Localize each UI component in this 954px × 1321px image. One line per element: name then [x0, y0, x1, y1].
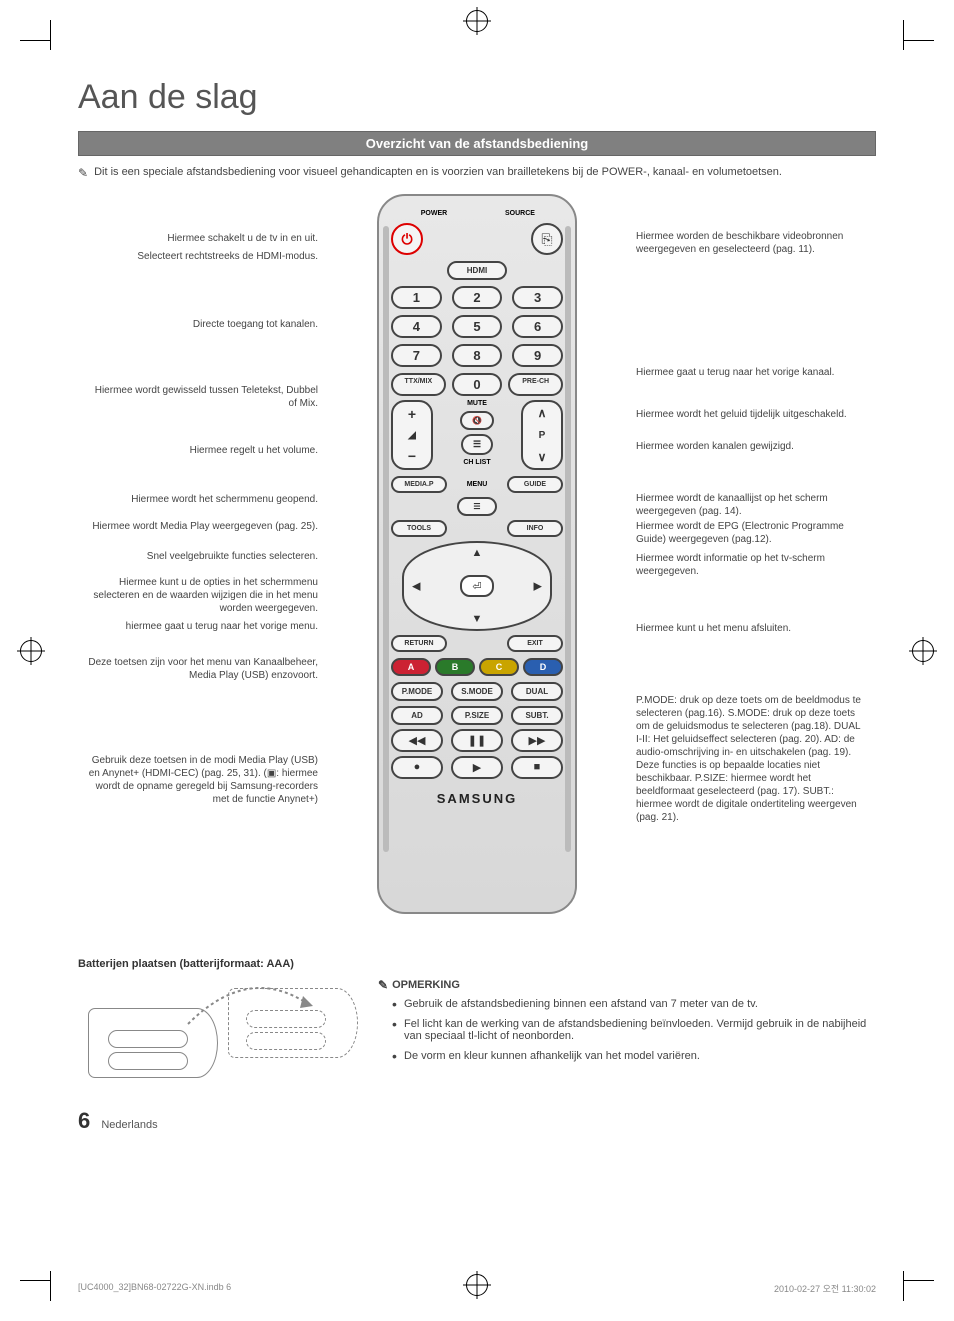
desc-funcs: P.MODE: druk op deze toets om de beeldmo… [636, 694, 866, 824]
notes-heading: OPMERKING [392, 979, 460, 991]
registration-mark [466, 10, 488, 32]
number-pad: 1 2 3 4 5 6 7 8 9 [391, 286, 563, 367]
desc-prech: Hiermee gaat u terug naar het vorige kan… [636, 366, 866, 379]
menu-label: MENU [453, 481, 501, 488]
print-date: 2010-02-27 오전 11:30:02 [774, 1282, 876, 1295]
enter-button[interactable]: ⏎ [460, 575, 494, 597]
num-6[interactable]: 6 [512, 315, 563, 338]
list-button[interactable]: ☰ [461, 434, 493, 455]
intro-text: Dit is een speciale afstandsbediening vo… [94, 166, 782, 180]
desc-power: Hiermee schakelt u de tv in en uit. [88, 232, 318, 245]
color-buttons: A B C D [391, 658, 563, 676]
pmode-button[interactable]: P.MODE [391, 682, 443, 701]
dual-button[interactable]: DUAL [511, 682, 563, 701]
desc-chlist: Hiermee wordt de kanaallijst op het sche… [636, 492, 866, 518]
dpad[interactable]: ▲▼ ◀▶ ⏎ [402, 541, 552, 631]
arrow-icon [178, 974, 318, 1034]
menu-button[interactable]: ☰ [457, 497, 496, 516]
right-descriptions: Hiermee worden de beschikbare videobronn… [636, 194, 876, 934]
desc-hdmi: Selecteert rechtstreeks de HDMI-modus. [88, 250, 318, 263]
registration-mark [20, 640, 42, 662]
desc-colors: Deze toetsen zijn voor het menu van Kana… [88, 656, 318, 682]
desc-source: Hiermee worden de beschikbare videobronn… [636, 230, 866, 256]
num-3[interactable]: 3 [512, 286, 563, 309]
desc-ttx: Hiermee wordt gewisseld tussen Teletekst… [88, 384, 318, 410]
num-1[interactable]: 1 [391, 286, 442, 309]
remote-control: POWER SOURCE ⏻ ⎘ HDMI 1 2 3 4 5 6 7 8 [377, 194, 577, 914]
brand-label: SAMSUNG [391, 791, 563, 806]
chlist-label: CH LIST [463, 459, 490, 466]
desc-menu: Hiermee wordt het schermmenu geopend. [88, 493, 318, 506]
desc-tools: Snel veelgebruikte functies selecteren. [88, 550, 318, 563]
mute-button[interactable]: 🔇 [460, 411, 494, 430]
desc-guide: Hiermee wordt de EPG (Electronic Program… [636, 520, 866, 546]
num-4[interactable]: 4 [391, 315, 442, 338]
page-title: Aan de slag [78, 78, 876, 117]
print-footer: [UC4000_32]BN68-02722G-XN.indb 6 2010-02… [78, 1282, 876, 1295]
desc-mediap: Hiermee wordt Media Play weergegeven (pa… [88, 520, 318, 533]
desc-dpad: Hiermee kunt u de opties in het schermme… [88, 576, 318, 615]
return-button[interactable]: RETURN [391, 635, 447, 652]
registration-mark [912, 640, 934, 662]
language-label: Nederlands [101, 1119, 157, 1131]
notes-block: OPMERKING Gebruik de afstandsbediening b… [378, 978, 876, 1070]
guide-button[interactable]: GUIDE [507, 476, 563, 493]
num-8[interactable]: 8 [452, 344, 503, 367]
desc-exit: Hiermee kunt u het menu afsluiten. [636, 622, 866, 635]
exit-button[interactable]: EXIT [507, 635, 563, 652]
source-label: SOURCE [477, 210, 563, 217]
left-descriptions: Hiermee schakelt u de tv in en uit. Sele… [78, 194, 318, 934]
psize-button[interactable]: P.SIZE [451, 706, 503, 725]
mute-label: MUTE [467, 400, 487, 407]
desc-numbers: Directe toegang tot kanalen. [88, 318, 318, 331]
print-file: [UC4000_32]BN68-02722G-XN.indb 6 [78, 1282, 231, 1295]
ttx-button[interactable]: TTX/MIX [391, 373, 446, 396]
num-5[interactable]: 5 [452, 315, 503, 338]
page-number: 6 [78, 1108, 90, 1134]
desc-volume: Hiermee regelt u het volume. [88, 444, 318, 457]
color-c[interactable]: C [479, 658, 519, 676]
note-icon [78, 166, 88, 180]
power-button[interactable]: ⏻ [391, 223, 423, 255]
note-icon [378, 978, 388, 992]
note-item: Gebruik de afstandsbediening binnen een … [392, 998, 876, 1010]
desc-mute: Hiermee wordt het geluid tijdelijk uitge… [636, 408, 866, 421]
pause-button[interactable]: ❚❚ [451, 729, 503, 752]
color-b[interactable]: B [435, 658, 475, 676]
source-button[interactable]: ⎘ [531, 223, 563, 255]
subt-button[interactable]: SUBT. [511, 706, 563, 725]
hdmi-button[interactable]: HDMI [447, 261, 507, 280]
battery-title: Batterijen plaatsen (batterijformaat: AA… [78, 958, 876, 970]
info-button[interactable]: INFO [507, 520, 563, 537]
num-2[interactable]: 2 [452, 286, 503, 309]
color-d[interactable]: D [523, 658, 563, 676]
forward-button[interactable]: ▶▶ [511, 729, 563, 752]
desc-return: hiermee gaat u terug naar het vorige men… [88, 620, 318, 633]
section-heading: Overzicht van de afstandsbediening [78, 131, 876, 156]
battery-diagram [78, 978, 358, 1098]
intro-note: Dit is een speciale afstandsbediening vo… [78, 166, 876, 180]
play-button[interactable]: ▶ [451, 756, 503, 779]
num-9[interactable]: 9 [512, 344, 563, 367]
desc-channel: Hiermee worden kanalen gewijzigd. [636, 440, 866, 453]
rewind-button[interactable]: ◀◀ [391, 729, 443, 752]
mediap-button[interactable]: MEDIA.P [391, 476, 447, 493]
num-0[interactable]: 0 [452, 373, 503, 396]
smode-button[interactable]: S.MODE [451, 682, 503, 701]
prech-button[interactable]: PRE-CH [508, 373, 563, 396]
desc-info: Hiermee wordt informatie op het tv-scher… [636, 552, 866, 578]
channel-rocker[interactable]: ∧P∨ [521, 400, 563, 470]
tools-button[interactable]: TOOLS [391, 520, 447, 537]
volume-rocker[interactable]: +◢− [391, 400, 433, 470]
note-item: Fel licht kan de werking van de afstands… [392, 1018, 876, 1042]
stop-button[interactable]: ■ [511, 756, 563, 779]
function-grid: P.MODE S.MODE DUAL AD P.SIZE SUBT. [391, 682, 563, 725]
power-label: POWER [391, 210, 477, 217]
record-button[interactable]: ● [391, 756, 443, 779]
note-item: De vorm en kleur kunnen afhankelijk van … [392, 1050, 876, 1062]
color-a[interactable]: A [391, 658, 431, 676]
desc-media: Gebruik deze toetsen in de modi Media Pl… [88, 754, 318, 806]
ad-button[interactable]: AD [391, 706, 443, 725]
num-7[interactable]: 7 [391, 344, 442, 367]
